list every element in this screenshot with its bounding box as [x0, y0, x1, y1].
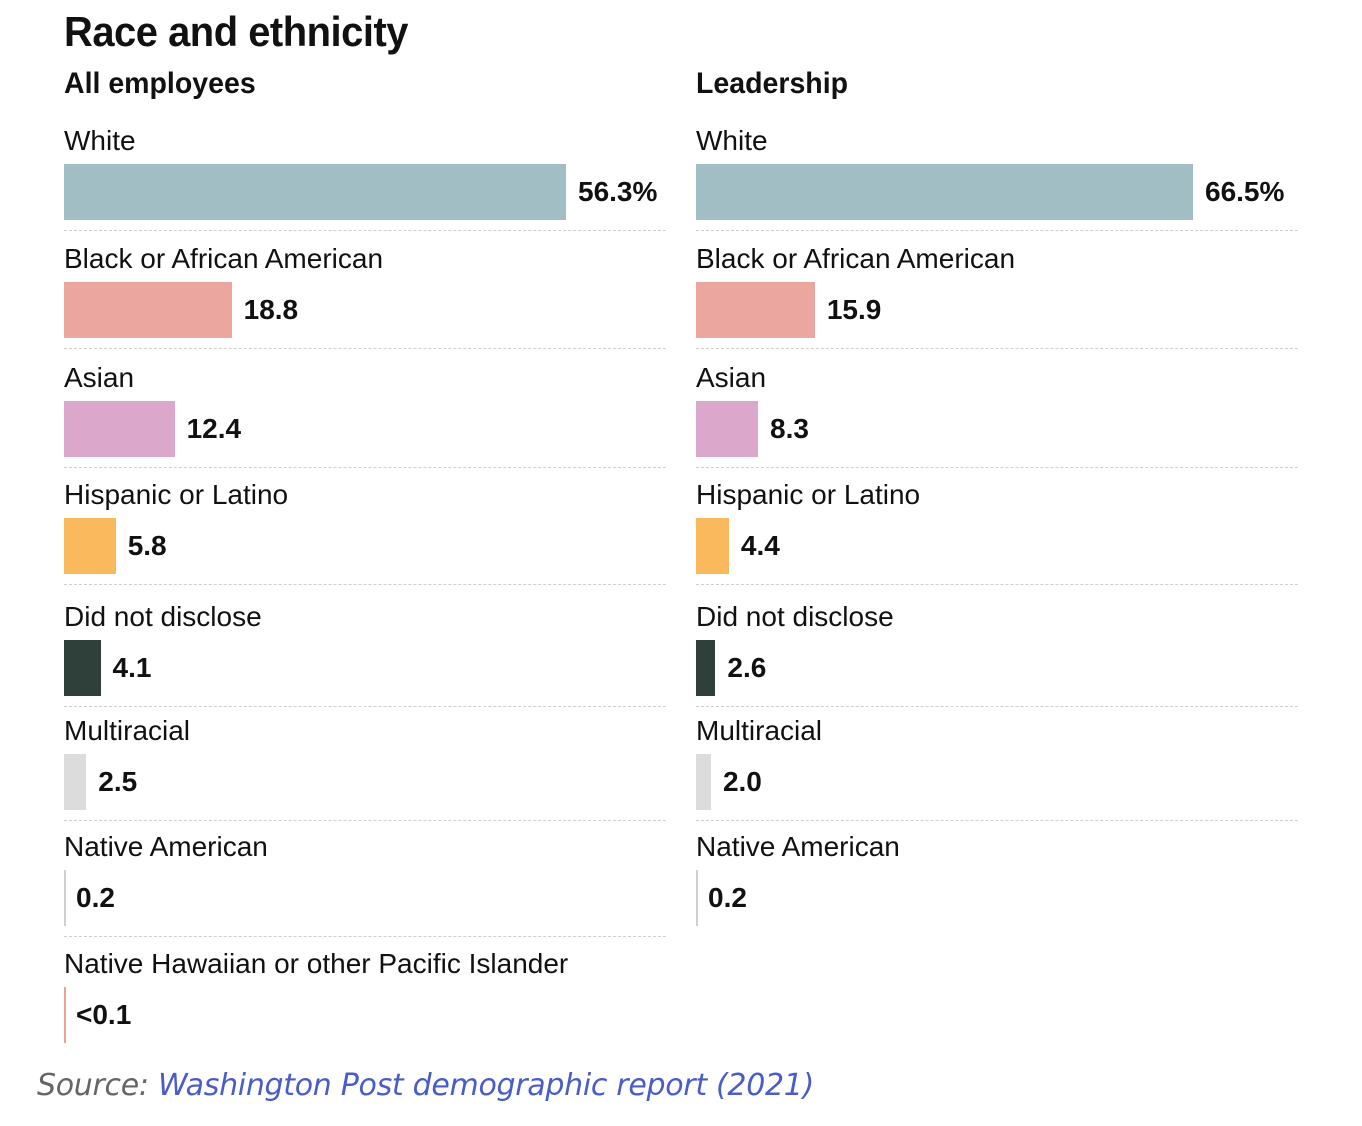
value-label: 2.6	[727, 652, 767, 683]
category-label: Hispanic or Latino	[64, 479, 289, 510]
category-label: Native Hawaiian or other Pacific Islande…	[64, 948, 569, 979]
bar	[696, 164, 1193, 220]
value-label: 12.4	[186, 413, 242, 444]
row-divider	[696, 348, 1298, 349]
panel-leadership: Leadership White 66.5% Black or African Am…	[696, 62, 1298, 926]
bar	[64, 282, 232, 338]
value-label: <0.1	[76, 999, 132, 1030]
source-note: Source: Washington Post demographic repo…	[37, 1068, 814, 1103]
value-label: 0.2	[76, 882, 115, 913]
bar	[696, 401, 759, 457]
bar	[64, 401, 175, 457]
bar	[696, 518, 729, 574]
category-label: Did not disclose	[696, 601, 894, 632]
category-label: Asian	[64, 362, 135, 393]
value-label: 15.9	[826, 294, 882, 325]
row-divider	[64, 706, 666, 707]
category-label: Black or African American	[64, 243, 384, 274]
value-label: 4.4	[740, 530, 780, 561]
category-label: Multiracial	[64, 715, 191, 746]
bar	[64, 754, 87, 810]
source-prefix: Source:	[37, 1068, 158, 1103]
panel-title: All employees	[64, 67, 256, 100]
value-label: 2.0	[722, 766, 762, 797]
category-label: Hispanic or Latino	[696, 479, 921, 510]
bar	[696, 754, 711, 810]
bar	[696, 640, 716, 696]
row-divider	[64, 348, 666, 349]
source-link[interactable]: Washington Post demographic report (2021…	[157, 1068, 814, 1103]
panel-title: Leadership	[696, 67, 849, 100]
value-label: 56.3%	[578, 176, 658, 207]
row-divider	[64, 936, 666, 937]
bar	[64, 518, 116, 574]
row-divider	[696, 230, 1298, 231]
bar	[64, 164, 566, 220]
bar	[64, 987, 66, 1043]
value-label: 0.2	[708, 882, 747, 913]
value-label: 18.8	[243, 294, 299, 325]
row-divider	[696, 584, 1298, 585]
bar	[64, 870, 66, 926]
row-divider	[696, 820, 1298, 821]
panel-all-employees: All employees White 56.3% Black or African…	[64, 62, 666, 1043]
row-divider	[64, 820, 666, 821]
row-divider	[696, 706, 1298, 707]
value-label: 8.3	[770, 413, 809, 444]
value-label: 5.8	[127, 530, 167, 561]
category-label: Did not disclose	[64, 601, 262, 632]
value-label: 4.1	[112, 652, 152, 683]
bar	[696, 282, 815, 338]
category-label: Multiracial	[696, 715, 823, 746]
row-divider	[64, 467, 666, 468]
row-divider	[64, 230, 666, 231]
category-label: White	[64, 125, 136, 156]
chart-title: Race and ethnicity	[64, 8, 409, 55]
row-divider	[696, 467, 1298, 468]
category-label: Black or African American	[696, 243, 1016, 274]
row-divider	[64, 584, 666, 585]
value-label: 2.5	[98, 766, 138, 797]
bar	[696, 870, 698, 926]
value-label: 66.5%	[1205, 176, 1285, 207]
bar	[64, 640, 101, 696]
category-label: Native American	[64, 831, 268, 862]
category-label: White	[696, 125, 768, 156]
category-label: Asian	[696, 362, 767, 393]
category-label: Native American	[696, 831, 900, 862]
